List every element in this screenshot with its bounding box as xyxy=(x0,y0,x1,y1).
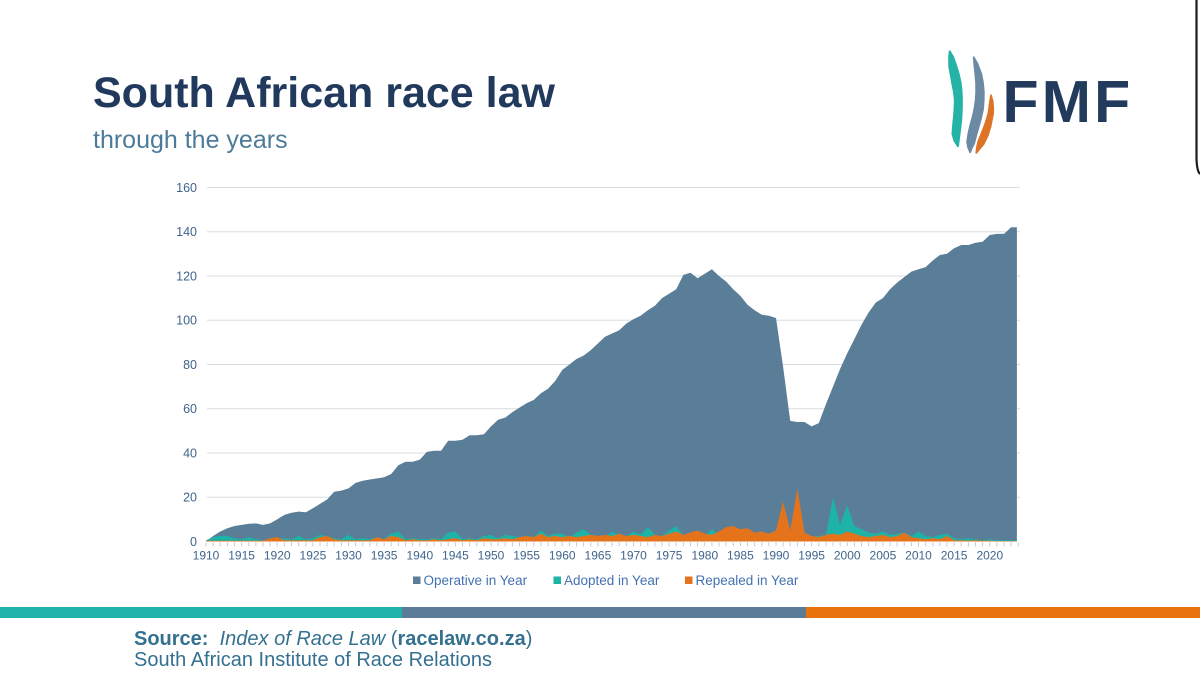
svg-text:1915: 1915 xyxy=(228,549,255,563)
svg-text:Operative in Year: Operative in Year xyxy=(424,573,528,588)
svg-text:Adopted in Year: Adopted in Year xyxy=(564,573,660,588)
svg-text:20: 20 xyxy=(183,491,197,505)
svg-text:1945: 1945 xyxy=(442,549,469,563)
svg-text:1975: 1975 xyxy=(656,549,683,563)
svg-text:1985: 1985 xyxy=(727,549,754,563)
svg-text:100: 100 xyxy=(176,314,197,328)
svg-text:0: 0 xyxy=(190,535,197,549)
svg-text:1950: 1950 xyxy=(478,549,505,563)
svg-text:1980: 1980 xyxy=(691,549,718,563)
svg-text:1960: 1960 xyxy=(549,549,576,563)
svg-text:40: 40 xyxy=(183,446,197,460)
svg-text:FMF: FMF xyxy=(1003,69,1134,135)
svg-text:1925: 1925 xyxy=(300,549,327,563)
svg-text:2005: 2005 xyxy=(870,549,897,563)
svg-text:160: 160 xyxy=(176,181,197,195)
svg-text:1935: 1935 xyxy=(371,549,398,563)
svg-text:2020: 2020 xyxy=(976,549,1003,563)
svg-text:Repealed in Year: Repealed in Year xyxy=(696,573,799,588)
svg-text:1940: 1940 xyxy=(406,549,433,563)
svg-text:1995: 1995 xyxy=(798,549,825,563)
svg-text:1955: 1955 xyxy=(513,549,540,563)
svg-text:1920: 1920 xyxy=(264,549,291,563)
svg-text:60: 60 xyxy=(183,402,197,416)
svg-text:1910: 1910 xyxy=(193,549,220,563)
svg-text:2000: 2000 xyxy=(834,549,861,563)
svg-text:1965: 1965 xyxy=(585,549,612,563)
svg-text:140: 140 xyxy=(176,225,197,239)
svg-text:120: 120 xyxy=(176,269,197,283)
svg-text:1930: 1930 xyxy=(335,549,362,563)
svg-text:2015: 2015 xyxy=(941,549,968,563)
svg-text:1970: 1970 xyxy=(620,549,647,563)
svg-text:1990: 1990 xyxy=(763,549,790,563)
svg-text:2010: 2010 xyxy=(905,549,932,563)
svg-text:80: 80 xyxy=(183,358,197,372)
